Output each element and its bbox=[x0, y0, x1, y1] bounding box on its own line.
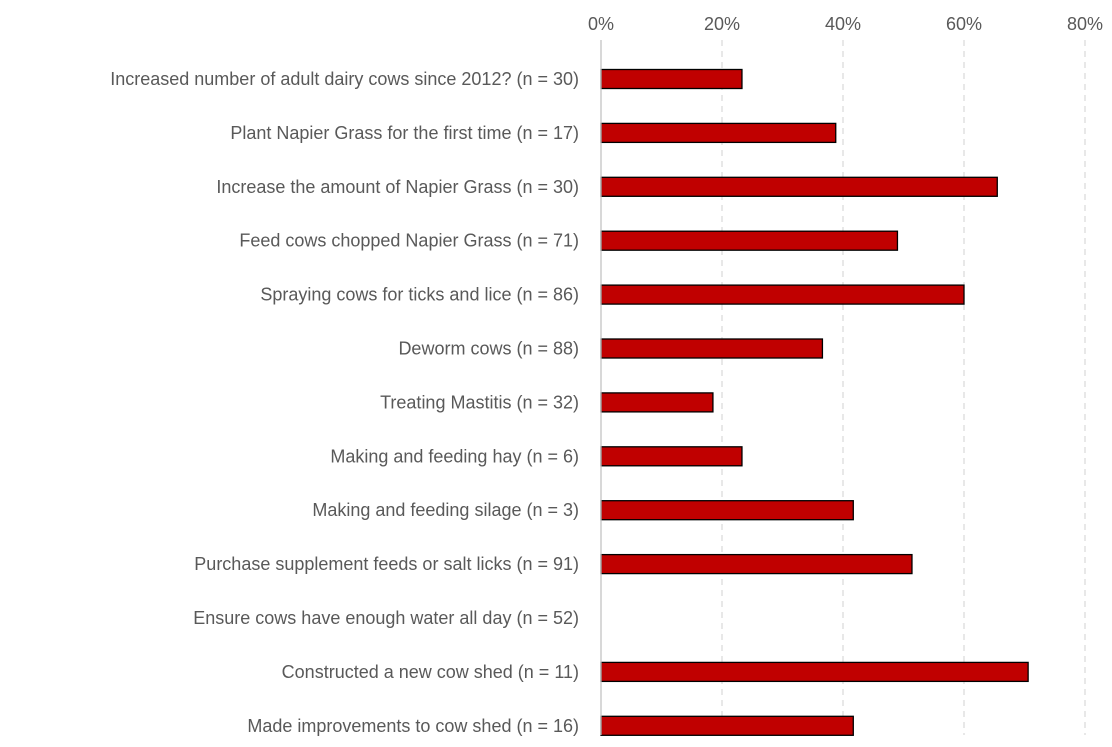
category-label: Spraying cows for ticks and lice (n = 86… bbox=[260, 285, 579, 305]
x-tick-labels: 0% 20% 40% 60% 80% bbox=[588, 14, 1103, 34]
x-tick-label: 0% bbox=[588, 14, 614, 34]
category-labels: Increased number of adult dairy cows sin… bbox=[110, 69, 579, 736]
bar bbox=[600, 715, 854, 736]
x-tick-label: 40% bbox=[825, 14, 861, 34]
bar bbox=[600, 122, 837, 144]
bar bbox=[600, 446, 743, 467]
bar bbox=[600, 553, 913, 575]
category-label: Increase the amount of Napier Grass (n =… bbox=[216, 177, 579, 197]
bar bbox=[600, 661, 1029, 683]
bar bbox=[600, 284, 965, 305]
bar bbox=[600, 338, 824, 359]
category-label: Plant Napier Grass for the first time (n… bbox=[230, 123, 579, 143]
category-label: Made improvements to cow shed (n = 16) bbox=[247, 716, 579, 736]
bars bbox=[600, 68, 1029, 736]
bar bbox=[600, 230, 899, 251]
category-label: Making and feeding hay (n = 6) bbox=[330, 446, 579, 466]
category-label: Treating Mastitis (n = 32) bbox=[380, 392, 579, 412]
category-label: Making and feeding silage (n = 3) bbox=[312, 500, 579, 520]
x-tick-label: 60% bbox=[946, 14, 982, 34]
category-label: Feed cows chopped Napier Grass (n = 71) bbox=[239, 231, 579, 251]
x-tick-label: 80% bbox=[1067, 14, 1103, 34]
category-label: Deworm cows (n = 88) bbox=[398, 339, 579, 359]
category-label: Purchase supplement feeds or salt licks … bbox=[194, 554, 579, 574]
bar bbox=[600, 68, 743, 90]
bar bbox=[600, 176, 998, 197]
grid-layer bbox=[721, 40, 1086, 735]
x-tick-label: 20% bbox=[704, 14, 740, 34]
bar bbox=[600, 500, 854, 521]
category-label: Constructed a new cow shed (n = 11) bbox=[282, 662, 579, 682]
category-label: Increased number of adult dairy cows sin… bbox=[110, 69, 579, 89]
category-label: Ensure cows have enough water all day (n… bbox=[193, 608, 579, 628]
bar bbox=[600, 392, 714, 413]
